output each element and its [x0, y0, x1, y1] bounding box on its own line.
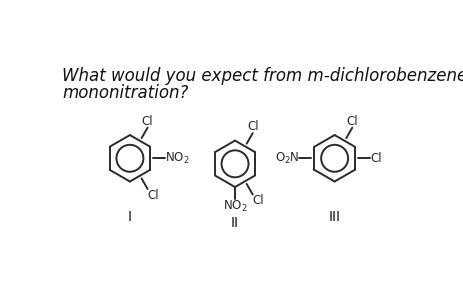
Text: II: II: [231, 216, 238, 230]
Text: Cl: Cl: [252, 195, 264, 208]
Text: mononitration?: mononitration?: [63, 83, 188, 102]
Text: III: III: [328, 210, 340, 224]
Text: O$_2$N: O$_2$N: [274, 151, 299, 166]
Text: Cl: Cl: [346, 115, 357, 128]
Text: NO$_2$: NO$_2$: [165, 151, 189, 166]
Text: Cl: Cl: [142, 115, 153, 128]
Text: Cl: Cl: [369, 152, 381, 165]
Text: Cl: Cl: [147, 189, 159, 202]
Text: Cl: Cl: [246, 120, 258, 133]
Text: I: I: [128, 210, 131, 224]
Text: NO$_2$: NO$_2$: [222, 199, 247, 214]
Text: What would you expect from m-dichlorobenzene: What would you expect from m-dichloroben…: [63, 67, 463, 85]
